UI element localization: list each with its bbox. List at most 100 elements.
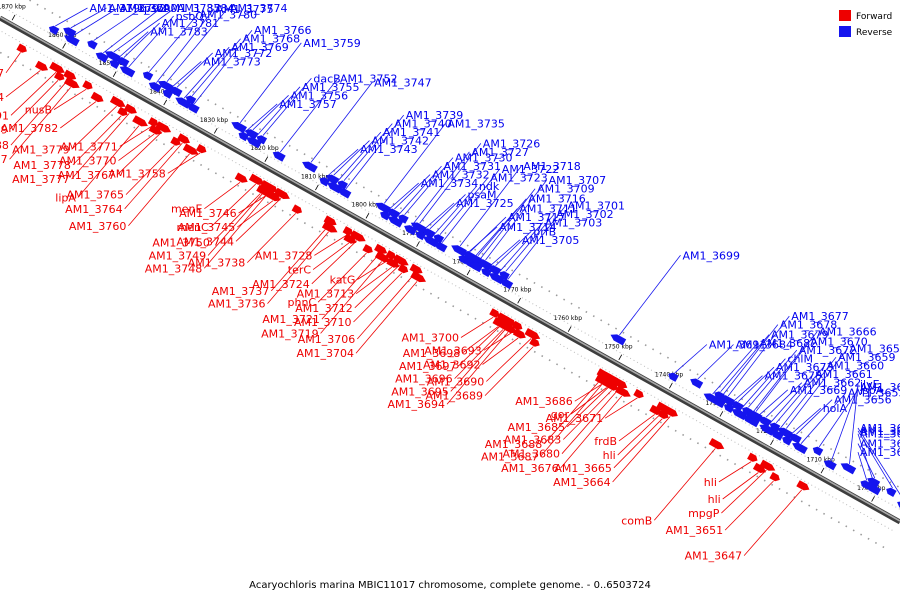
forward-gene-label[interactable]: AM1_3760: [69, 220, 127, 233]
reverse-gene-label[interactable]: dacB: [313, 72, 340, 85]
forward-gene-label[interactable]: AM1_3710: [294, 316, 352, 329]
forward-gene-label[interactable]: AM1_3788: [0, 139, 9, 152]
forward-gene-label[interactable]: gor: [551, 408, 570, 421]
reverse-gene-label[interactable]: AM1_3691: [709, 339, 767, 352]
reverse-gene-label[interactable]: AM1_3732: [432, 169, 490, 182]
reverse-gene-label[interactable]: AM1_3682: [760, 337, 818, 350]
reverse-gene-label[interactable]: AM1_3648: [860, 381, 900, 394]
reverse-gene-label[interactable]: AM1_3718: [523, 160, 581, 173]
forward-gene-label[interactable]: lipA: [55, 192, 76, 205]
forward-gene-label[interactable]: AM1_3690: [427, 376, 485, 389]
reverse-gene-label[interactable]: AM1_3731: [444, 160, 502, 173]
reverse-gene-label[interactable]: AM1_3739: [406, 109, 464, 122]
reverse-gene-label[interactable]: AM1_3636: [860, 425, 900, 438]
forward-gene-label[interactable]: AM1_3671: [546, 412, 604, 425]
forward-gene-label[interactable]: AM1_3748: [145, 262, 203, 275]
forward-gene-label[interactable]: comB: [621, 514, 652, 527]
forward-gene-label[interactable]: hli: [603, 449, 616, 462]
forward-gene-label[interactable]: terC: [288, 264, 312, 277]
reverse-gene-label[interactable]: AM1_3790: [120, 2, 178, 15]
forward-gene-label[interactable]: AM1_3770: [59, 155, 117, 168]
reverse-gene-label[interactable]: ndk: [479, 180, 500, 193]
forward-gene-label[interactable]: AM1_3794: [0, 91, 4, 104]
reverse-gene-label[interactable]: AM1_3645: [860, 446, 900, 459]
forward-gene-label[interactable]: AM1_3697: [399, 360, 457, 373]
reverse-gene-label[interactable]: AM1_3740: [394, 118, 452, 131]
reverse-gene-label[interactable]: AM1_3756: [291, 89, 349, 102]
forward-gene-label[interactable]: AM1_3779: [12, 143, 70, 156]
forward-gene-label[interactable]: AM1_3746: [179, 207, 237, 220]
forward-gene-label[interactable]: AM1_3713: [297, 288, 355, 301]
reverse-gene-label[interactable]: AM1_3699: [683, 249, 741, 262]
forward-gene-label[interactable]: AM1_3778: [13, 159, 71, 172]
forward-gene-label[interactable]: AM1_3797: [0, 67, 4, 80]
forward-gene-label[interactable]: AM1_3758: [108, 167, 166, 180]
forward-gene-label[interactable]: phnC: [287, 296, 316, 309]
reverse-gene-label[interactable]: AM1_3659: [838, 351, 896, 364]
forward-gene-label[interactable]: AM1_3736: [208, 298, 266, 311]
forward-gene-label[interactable]: AM1_3694: [387, 398, 445, 411]
forward-gene-label[interactable]: AM1_3665: [554, 462, 612, 475]
forward-gene-label[interactable]: AM1_3664: [553, 476, 611, 489]
reverse-gene-label[interactable]: AM1_3653: [848, 387, 900, 400]
forward-gene-label[interactable]: AM1_3767: [58, 169, 116, 182]
forward-gene-label[interactable]: AM1_3698: [403, 347, 461, 360]
reverse-gene-label[interactable]: AM1_3630: [860, 422, 900, 435]
forward-gene-label[interactable]: AM1_3647: [685, 550, 743, 563]
reverse-gene-label[interactable]: AM1_3766: [254, 24, 312, 37]
forward-gene-label[interactable]: AM1_3744: [176, 235, 234, 248]
forward-gene-label[interactable]: AM1_3696: [395, 373, 453, 386]
reverse-gene-label[interactable]: AM1_3735: [447, 118, 505, 131]
reverse-gene-label[interactable]: AM1_3684: [736, 339, 794, 352]
forward-gene-label[interactable]: AM1_3706: [298, 333, 356, 346]
reverse-gene-label[interactable]: AM1_3772: [215, 47, 273, 60]
forward-gene-label[interactable]: hli: [708, 493, 721, 506]
forward-gene-label[interactable]: AM1_3750: [152, 237, 210, 250]
reverse-gene-label[interactable]: AM1_3666: [819, 326, 877, 339]
reverse-gene-label[interactable]: AM1_3792: [109, 2, 167, 15]
reverse-gene-label[interactable]: AM1_3774: [230, 2, 288, 15]
reverse-gene-label[interactable]: AM1_3711: [519, 203, 577, 216]
forward-gene-label[interactable]: AM1_3688: [485, 438, 543, 451]
reverse-gene-label[interactable]: AM1_3796: [90, 2, 148, 15]
reverse-gene-label[interactable]: AM1_3707: [549, 174, 607, 187]
forward-gene-label[interactable]: AM1_3749: [149, 250, 207, 263]
reverse-gene-label[interactable]: AM1_3752: [340, 72, 398, 85]
reverse-gene-label[interactable]: AM1_3747: [374, 77, 432, 90]
reverse-gene-label[interactable]: AM1_3775: [216, 3, 274, 16]
reverse-gene-label[interactable]: AM1_3757: [279, 98, 337, 111]
reverse-gene-label[interactable]: AM1_3734: [421, 177, 479, 190]
forward-gene-label[interactable]: nusB: [25, 104, 52, 117]
forward-gene-label[interactable]: mpgP: [688, 507, 720, 520]
forward-gene-label[interactable]: AM1_3712: [295, 302, 353, 315]
forward-gene-label[interactable]: AM1_3787: [0, 153, 8, 166]
reverse-gene-label[interactable]: AM1_3780: [200, 9, 258, 22]
forward-gene-label[interactable]: menC: [177, 221, 209, 234]
reverse-gene-label[interactable]: AM1_3759: [303, 37, 361, 50]
reverse-gene-label[interactable]: AM1_3723: [490, 171, 548, 184]
reverse-gene-label[interactable]: lspA: [860, 384, 884, 397]
forward-gene-label[interactable]: AM1_3704: [296, 347, 354, 360]
forward-gene-label[interactable]: AM1_3700: [401, 332, 459, 345]
forward-gene-label[interactable]: AM1_3728: [255, 249, 313, 262]
forward-gene-label[interactable]: AM1_3683: [504, 434, 562, 447]
reverse-gene-label[interactable]: AM1_3727: [471, 146, 529, 159]
forward-gene-label[interactable]: katG: [330, 274, 356, 287]
forward-gene-label[interactable]: AM1_3782: [1, 122, 59, 135]
reverse-gene-label[interactable]: AM1_3701: [568, 200, 626, 213]
reverse-gene-label[interactable]: psaM: [468, 188, 497, 201]
reverse-gene-label[interactable]: AM1_3714: [499, 221, 557, 234]
forward-gene-label[interactable]: AM1_3685: [508, 421, 566, 434]
forward-gene-label[interactable]: AM1_3737: [212, 285, 270, 298]
forward-gene-label[interactable]: AM1_3777: [12, 173, 70, 186]
forward-gene-label[interactable]: AM1_3791: [0, 109, 9, 122]
reverse-gene-label[interactable]: AM1_3785: [163, 2, 221, 15]
forward-gene-label[interactable]: AM1_3689: [425, 390, 483, 403]
reverse-gene-label[interactable]: AM1_3644: [860, 428, 900, 441]
forward-gene-label[interactable]: menE: [171, 203, 202, 216]
reverse-gene-label[interactable]: AM1_3672: [799, 344, 857, 357]
forward-gene-label[interactable]: AM1_3789: [0, 124, 8, 137]
reverse-gene-label[interactable]: AM1_3768: [243, 33, 301, 46]
reverse-gene-label[interactable]: AM1_3741: [383, 126, 441, 139]
reverse-gene-label[interactable]: psbI: [144, 2, 167, 15]
